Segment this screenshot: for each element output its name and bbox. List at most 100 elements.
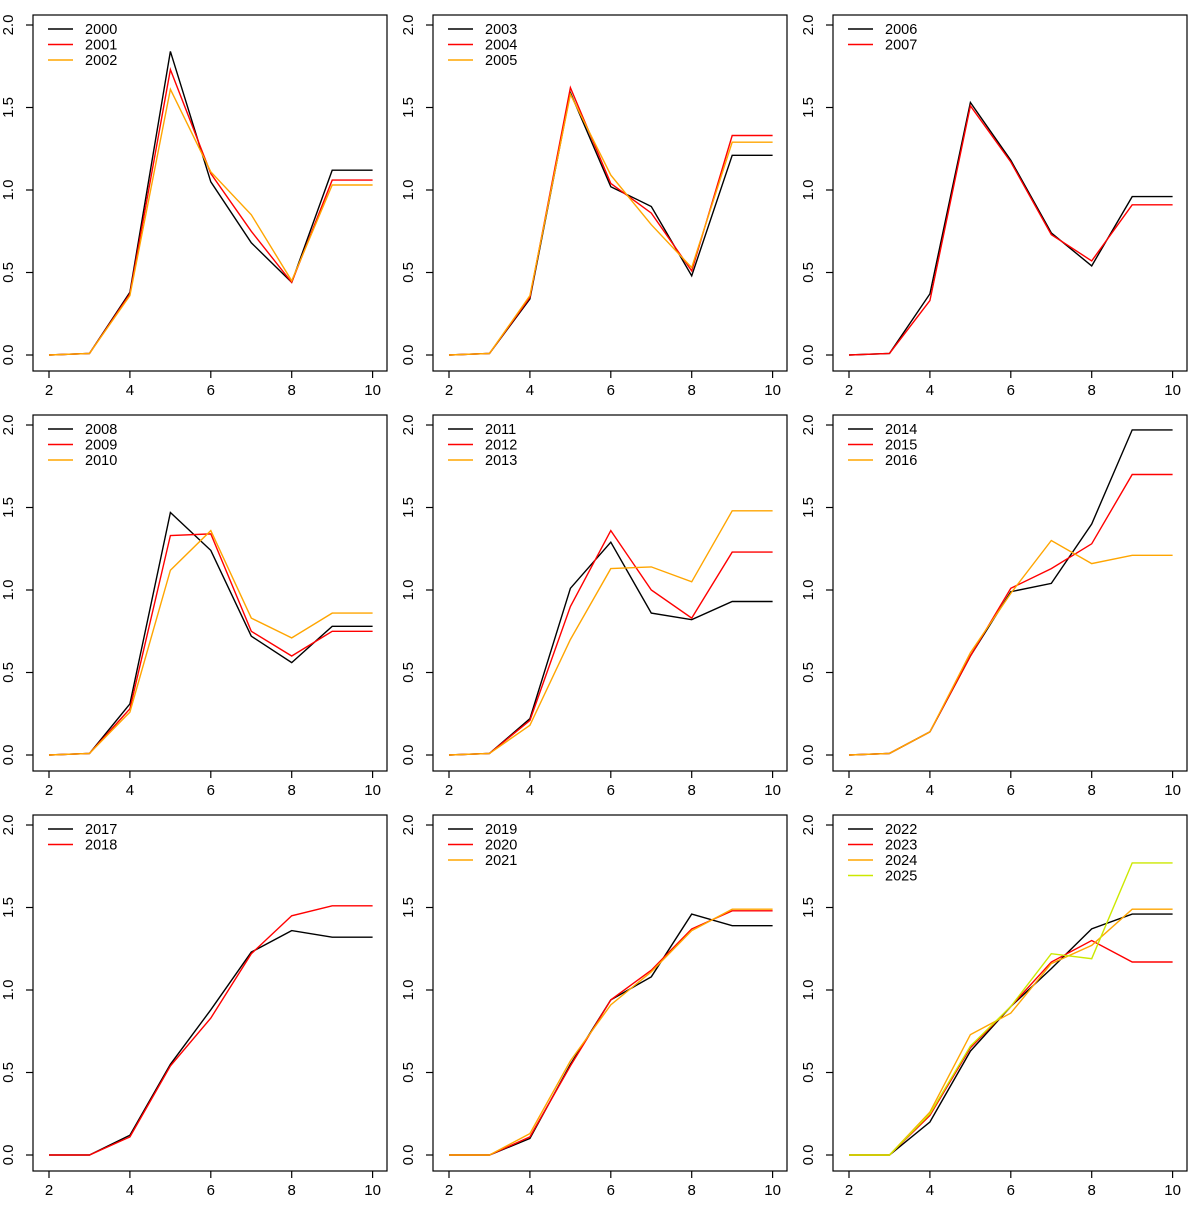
x-tick-label: 6 [607, 382, 615, 399]
y-tick-label: 1.5 [800, 497, 817, 518]
y-tick-label: 1.0 [0, 180, 17, 201]
series-line-2024 [849, 908, 1173, 1156]
chart-panel-2014-2016: 2 4 6 8 10 0.0 0.5 1.0 1.5 2.0 2014 2015 2016 [800, 400, 1200, 800]
x-tick-label: 6 [1007, 382, 1015, 399]
series-line-2021 [449, 908, 773, 1156]
chart-panel-2011-2013: 2 4 6 8 10 0.0 0.5 1.0 1.5 2.0 2011 2012 2013 [400, 400, 800, 800]
x-tick-label: 2 [845, 382, 853, 399]
x-tick-label: 10 [1164, 1182, 1181, 1199]
legend-label-2019: 2019 [485, 822, 517, 838]
y-tick-label: 1.0 [400, 980, 417, 1001]
x-tick-label: 6 [207, 782, 215, 799]
legend-label-2020: 2020 [485, 838, 517, 854]
series-line-2019 [449, 913, 773, 1156]
y-tick-label: 1.0 [800, 180, 817, 201]
chart-panel-2006-2007: 2 4 6 8 10 0.0 0.5 1.0 1.5 2.0 2006 2007 [800, 0, 1200, 400]
x-tick-label: 8 [688, 382, 696, 399]
series-line-2022 [849, 913, 1173, 1156]
series-line-2015 [848, 473, 1173, 756]
y-tick-label: 0.0 [400, 1145, 417, 1166]
x-tick-label: 6 [607, 782, 615, 799]
x-tick-label: 2 [845, 782, 853, 799]
y-tick-label: 1.5 [800, 897, 817, 918]
legend-label-2018: 2018 [85, 838, 117, 854]
y-tick-label: 1.5 [0, 897, 17, 918]
x-tick-label: 8 [688, 1182, 696, 1199]
y-tick-label: 1.0 [400, 580, 417, 601]
chart-panel-2000-2002: 2 4 6 8 10 0.0 0.5 1.0 1.5 2.0 2000 2001 2002 [0, 0, 400, 400]
y-tick-label: 0.0 [800, 745, 817, 766]
x-tick-label: 8 [288, 1182, 296, 1199]
y-tick-label: 0.0 [0, 1145, 17, 1166]
x-tick-label: 10 [1164, 382, 1181, 399]
legend-label-2001: 2001 [85, 38, 117, 54]
y-tick-label: 2.0 [800, 415, 817, 436]
y-tick-label: 2.0 [400, 15, 417, 36]
legend-label-2022: 2022 [885, 822, 917, 838]
legend-label-2023: 2023 [885, 838, 917, 854]
series-line-2008 [48, 511, 373, 756]
x-tick-label: 6 [207, 382, 215, 399]
y-tick-label: 1.5 [400, 97, 417, 118]
x-tick-label: 2 [845, 1182, 853, 1199]
legend-label-2024: 2024 [885, 853, 917, 869]
series-line-2003 [448, 90, 773, 356]
x-tick-label: 2 [445, 382, 453, 399]
series-line-2002 [48, 87, 373, 356]
plot-box [432, 14, 788, 372]
series-line-2010 [48, 529, 373, 756]
y-tick-label: 2.0 [0, 15, 17, 36]
x-tick-label: 4 [526, 382, 534, 399]
y-tick-label: 1.5 [400, 497, 417, 518]
series-line-2018 [49, 905, 373, 1156]
x-tick-label: 4 [526, 1182, 534, 1199]
legend-label-2012: 2012 [485, 438, 517, 454]
x-tick-label: 4 [126, 782, 134, 799]
chart-panel-2008-2010: 2 4 6 8 10 0.0 0.5 1.0 1.5 2.0 2008 2009 2010 [0, 400, 400, 800]
series-line-2012 [448, 529, 773, 756]
x-tick-label: 10 [1164, 782, 1181, 799]
y-tick-label: 0.0 [400, 345, 417, 366]
y-tick-label: 0.0 [400, 745, 417, 766]
plot-box [32, 814, 388, 1172]
y-tick-label: 1.5 [0, 497, 17, 518]
legend-label-2021: 2021 [485, 853, 517, 869]
y-tick-label: 1.5 [800, 97, 817, 118]
y-tick-label: 0.0 [800, 1145, 817, 1166]
x-tick-label: 8 [688, 782, 696, 799]
y-tick-label: 0.5 [0, 262, 17, 283]
x-tick-label: 2 [445, 782, 453, 799]
x-tick-label: 2 [445, 1182, 453, 1199]
y-tick-label: 0.5 [400, 1062, 417, 1083]
legend-label-2005: 2005 [485, 53, 517, 69]
series-line-2013 [448, 510, 773, 756]
legend-label-2011: 2011 [485, 422, 516, 438]
y-tick-label: 0.0 [0, 345, 17, 366]
y-tick-label: 0.0 [0, 745, 17, 766]
legend-label-2002: 2002 [85, 53, 117, 69]
y-tick-label: 2.0 [800, 15, 817, 36]
legend-label-2009: 2009 [85, 438, 117, 454]
x-tick-label: 2 [45, 1182, 53, 1199]
series-line-2007 [848, 104, 1173, 356]
legend-label-2010: 2010 [85, 453, 117, 469]
legend-label-2015: 2015 [885, 438, 917, 454]
y-tick-label: 1.0 [800, 580, 817, 601]
y-tick-label: 1.5 [400, 897, 417, 918]
y-tick-label: 1.0 [0, 980, 17, 1001]
x-tick-label: 8 [1088, 782, 1096, 799]
x-tick-label: 4 [526, 782, 534, 799]
x-tick-label: 4 [126, 1182, 134, 1199]
series-line-2020 [449, 910, 773, 1156]
series-line-2017 [49, 929, 373, 1156]
series-line-2006 [848, 100, 1173, 356]
